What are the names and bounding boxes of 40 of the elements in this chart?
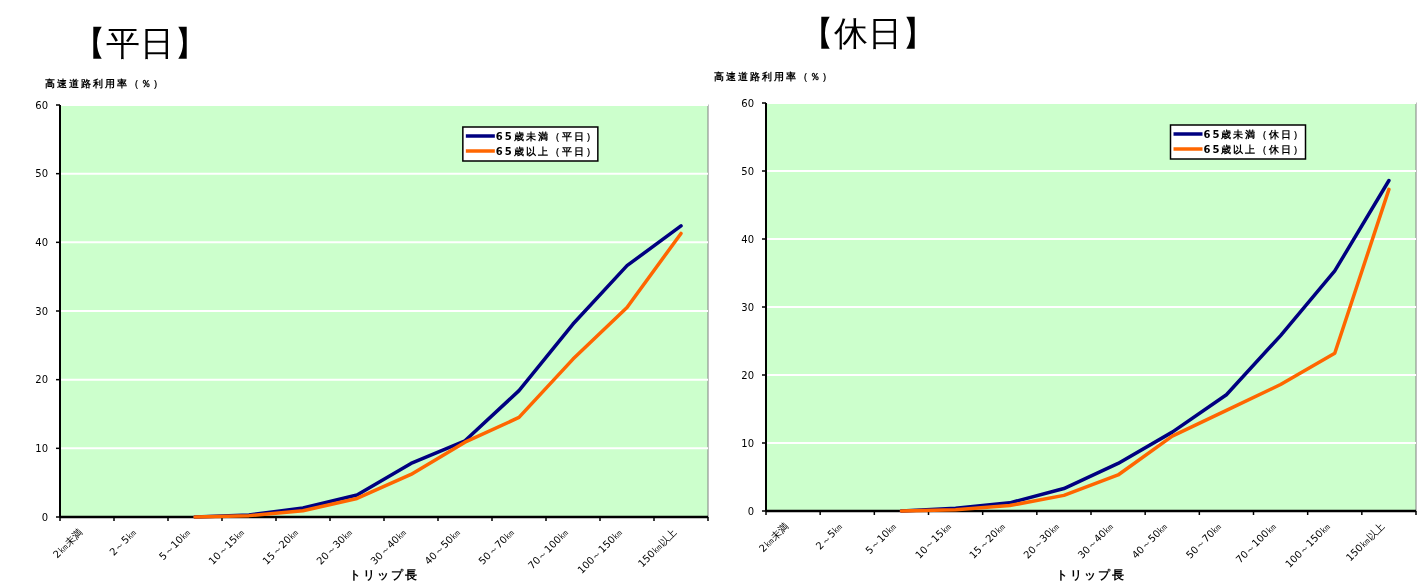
chart-title: 【平日】 [72,23,208,63]
y-tick-label: 0 [41,511,48,523]
legend-label: 65歳以上（休日） [1203,144,1306,155]
x-tick-label: 10～15㎞ [913,520,953,561]
y-tick-label: 50 [741,165,754,177]
x-tick-label: 2㎞未満 [757,520,791,555]
legend-label: 65歳未満（平日） [495,131,598,142]
x-tick-label: 5～10㎞ [863,520,899,557]
x-tick-label: 30～40㎞ [1075,520,1116,561]
y-tick-label: 0 [747,505,754,517]
x-tick-label: 30～40㎞ [368,526,409,567]
y-tick-label: 10 [35,442,48,454]
x-axis-title: トリップ長 [1056,568,1126,582]
legend-label: 65歳以上（平日） [495,146,598,157]
chart-title: 【休日】 [800,13,936,53]
y-tick-label: 40 [35,236,48,248]
y-axis-title: 高速道路利用率（％） [45,78,165,89]
y-tick-label: 30 [35,305,48,317]
x-tick-label: 40～50㎞ [1129,520,1170,561]
x-tick-label: 40～50㎞ [422,526,463,567]
y-tick-label: 10 [741,437,754,449]
y-tick-label: 20 [35,374,48,386]
x-tick-label: 2～5㎞ [107,526,139,558]
x-tick-label: 10～15㎞ [206,526,247,567]
x-tick-label: 2～5㎞ [813,520,845,552]
x-tick-label: 20～30㎞ [1021,520,1062,561]
y-tick-label: 40 [741,233,754,245]
y-tick-label: 50 [35,168,48,180]
x-tick-label: 50～70㎞ [1183,520,1224,561]
y-axis-title: 高速道路利用率（％） [714,71,834,82]
x-axis-title: トリップ長 [349,568,419,582]
y-tick-label: 30 [741,301,754,313]
x-tick-label: 2㎞未満 [50,526,85,561]
legend-label: 65歳未満（休日） [1203,129,1306,140]
x-tick-label: 5～10㎞ [156,526,193,563]
x-tick-label: 50～70㎞ [476,526,517,567]
y-tick-label: 60 [35,99,48,111]
y-tick-label: 20 [741,369,754,381]
x-tick-label: 20～30㎞ [314,526,355,567]
y-tick-label: 60 [741,97,754,109]
